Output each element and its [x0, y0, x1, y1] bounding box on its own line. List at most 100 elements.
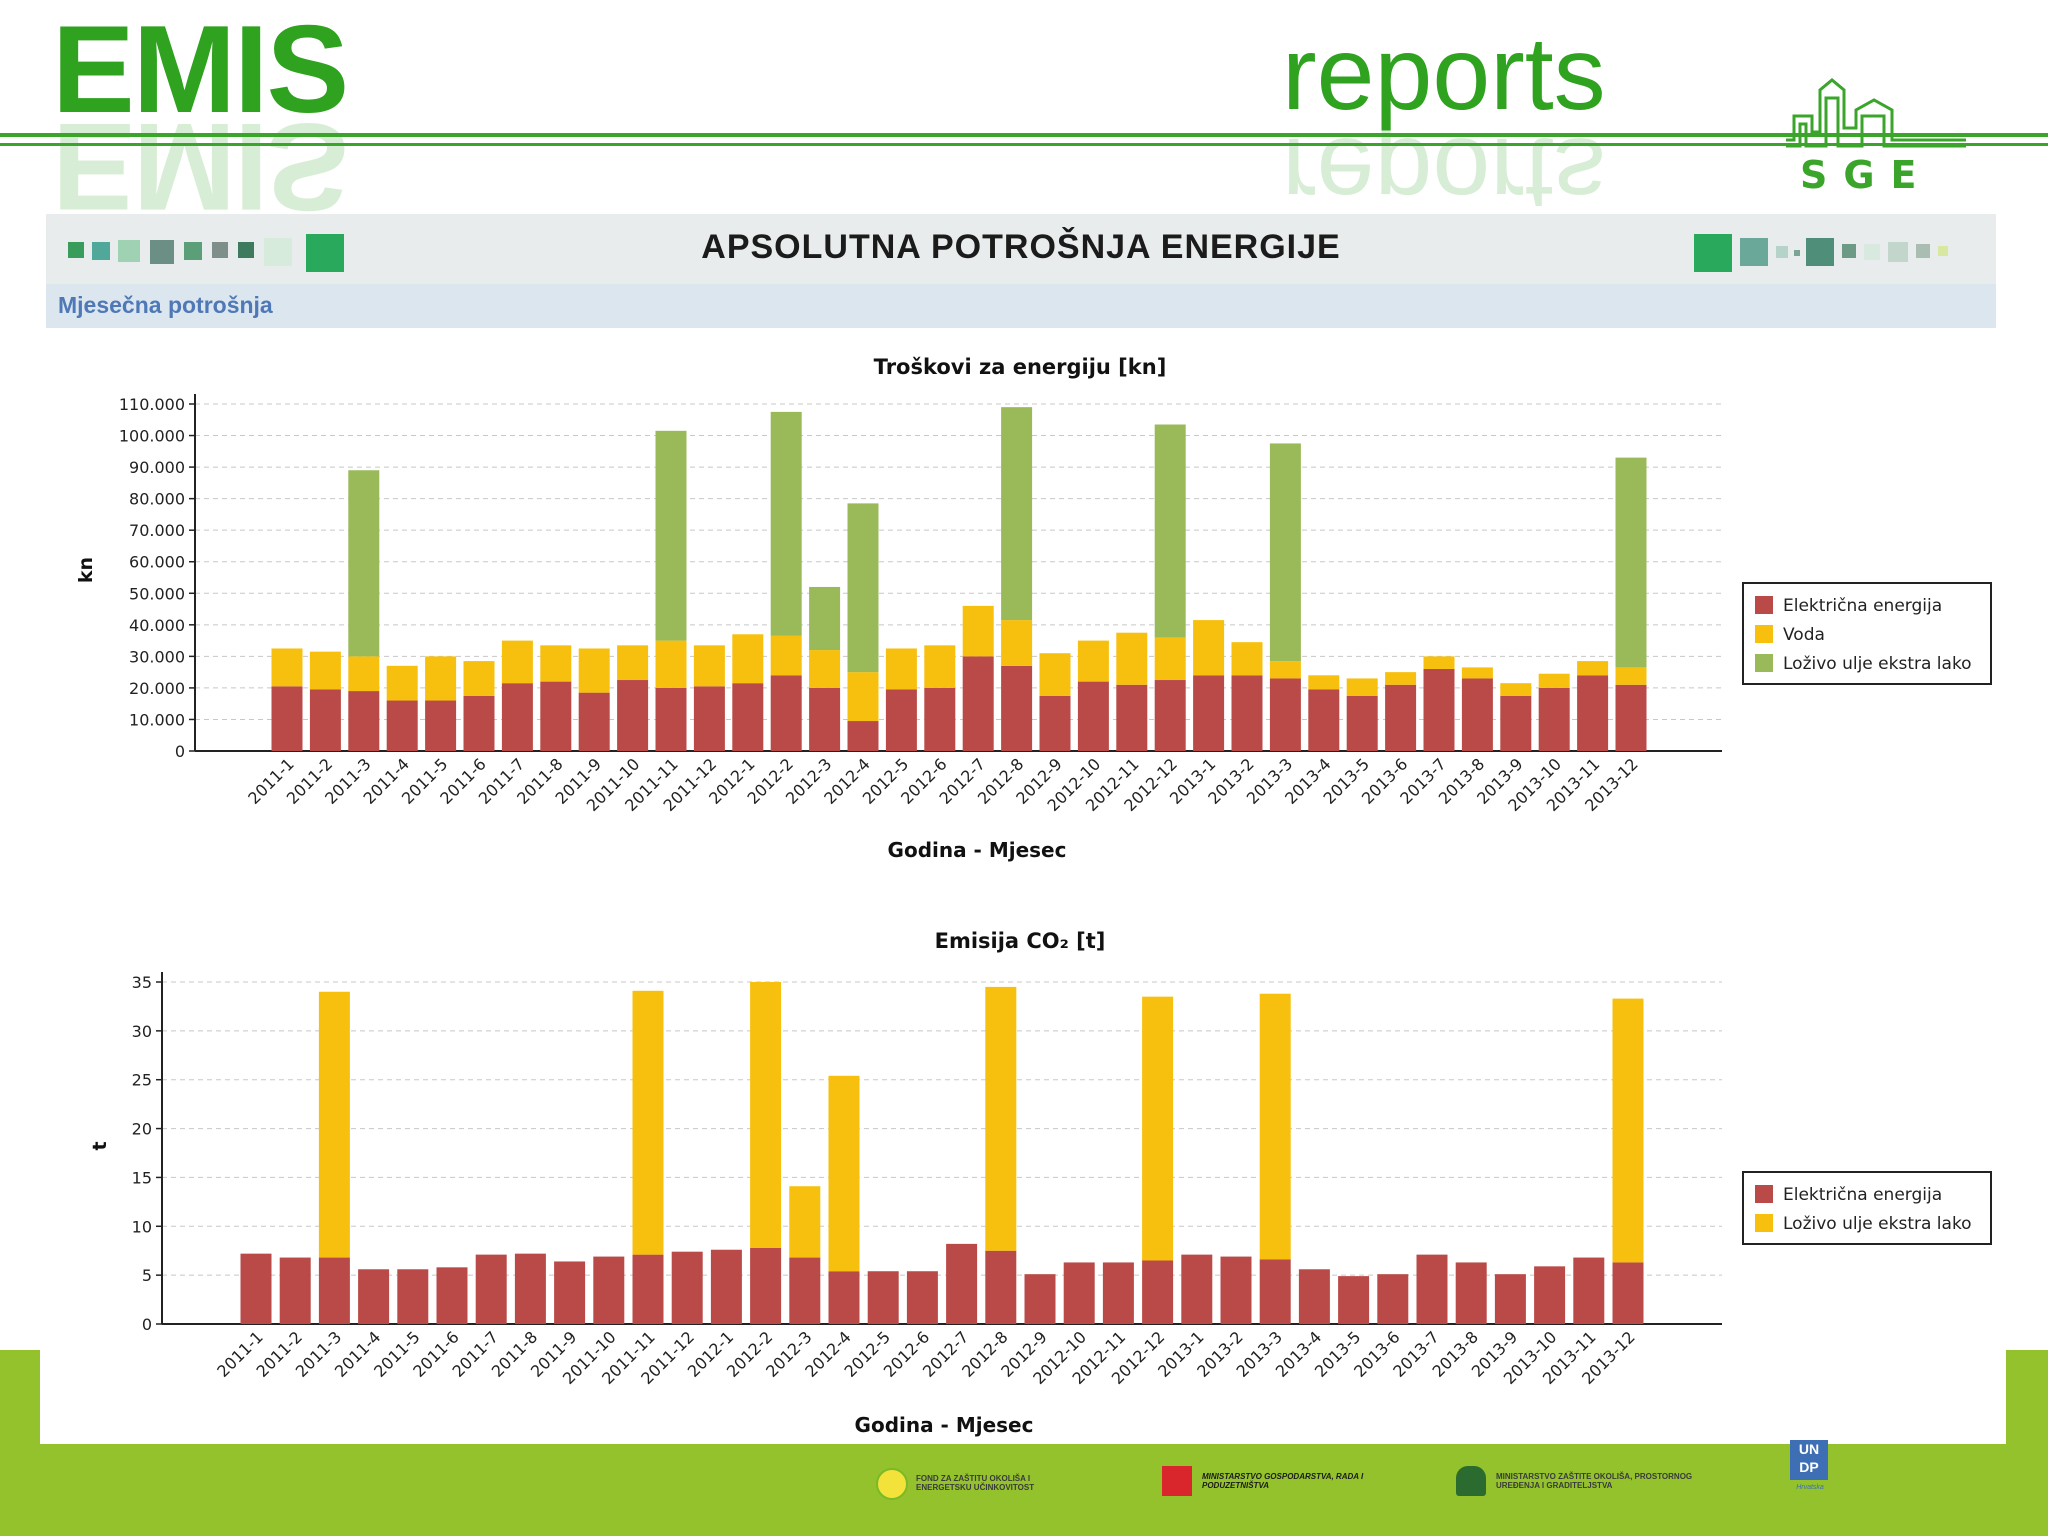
bar-segment: [593, 1256, 625, 1324]
bar-segment: [1154, 680, 1186, 751]
bar-segment: [1001, 620, 1033, 666]
sun-icon: [876, 1468, 908, 1500]
bar-segment: [847, 503, 879, 673]
bar-segment: [1494, 1274, 1526, 1324]
bar-segment: [693, 645, 725, 687]
bar-segment: [1377, 1274, 1409, 1324]
bar-segment: [463, 695, 495, 751]
bar-segment: [1039, 695, 1071, 751]
bar-segment: [1538, 687, 1570, 751]
cost-chart-ylabel: kn: [75, 557, 97, 583]
legend-label: Loživo ulje ekstra lako: [1783, 654, 1972, 674]
bar-segment: [1615, 667, 1647, 685]
co2-chart-bars: [240, 982, 1644, 1324]
bar-segment: [501, 683, 533, 751]
bar-segment: [732, 634, 764, 684]
bar-segment: [1193, 675, 1225, 751]
bar-segment: [962, 656, 994, 751]
bar-segment: [1063, 1262, 1095, 1324]
legend-label: Električna energija: [1783, 1185, 1942, 1205]
bar-segment: [318, 1257, 350, 1324]
bar-segment: [1116, 632, 1148, 685]
footer-logo-undp: UN DP Hrvatska: [1788, 1440, 1832, 1504]
bar-segment: [924, 687, 956, 751]
bar-segment: [1259, 1259, 1291, 1324]
bar-segment: [906, 1271, 938, 1324]
y-tick-label: 70.000: [129, 521, 185, 540]
bar-segment: [1612, 1262, 1644, 1324]
y-tick-label: 100.000: [119, 427, 185, 446]
bar-segment: [1423, 668, 1455, 751]
bar-segment: [732, 683, 764, 751]
bar-segment: [1024, 1274, 1056, 1324]
y-tick-label: 10: [132, 1217, 152, 1236]
y-tick-label: 20.000: [129, 679, 185, 698]
bar-segment: [1269, 678, 1301, 751]
y-tick-label: 5: [142, 1266, 152, 1285]
reports-title: reports: [1282, 16, 1606, 132]
bar-segment: [514, 1253, 546, 1324]
bar-segment: [1269, 661, 1301, 679]
cost-chart-title: Troškovi za energiju [kn]: [874, 355, 1167, 379]
bar-segment: [1455, 1262, 1487, 1324]
bar-segment: [617, 680, 649, 751]
bar-segment: [1573, 1257, 1605, 1324]
footer-logo-ministry-economy: MINISTARSTVO GOSPODARSTVA, RADA I PODUZE…: [1162, 1464, 1372, 1498]
bar-segment: [924, 645, 956, 688]
bar-segment: [770, 635, 802, 676]
bar-segment: [985, 986, 1017, 1251]
y-tick-label: 30.000: [129, 647, 185, 666]
legend-swatch: [1755, 625, 1773, 643]
bar-segment: [1259, 993, 1291, 1260]
co2-chart-x-ticks: 2011-12011-22011-32011-42011-52011-62011…: [213, 1327, 1639, 1388]
bar-segment: [1231, 642, 1263, 676]
bar-segment: [632, 1254, 664, 1324]
bar-segment: [867, 1271, 899, 1324]
title-band: [46, 214, 1996, 284]
bar-segment: [425, 656, 457, 701]
bar-segment: [1500, 683, 1532, 696]
bar-segment: [1423, 656, 1455, 669]
bar-segment: [655, 430, 687, 641]
bar-segment: [1142, 1260, 1174, 1324]
bar-segment: [386, 665, 418, 701]
bar-segment: [1039, 653, 1071, 696]
bar-segment: [789, 1186, 821, 1258]
bar-segment: [1338, 1276, 1370, 1324]
bar-segment: [1298, 1269, 1330, 1324]
bar-segment: [710, 1249, 742, 1324]
bar-segment: [809, 650, 841, 688]
bar-segment: [425, 700, 457, 751]
bar-segment: [1220, 1256, 1252, 1324]
bar-segment: [1461, 667, 1493, 679]
emis-title: EMIS: [52, 1, 349, 139]
bar-segment: [1385, 684, 1417, 751]
bar-segment: [809, 586, 841, 651]
y-tick-label: 40.000: [129, 616, 185, 635]
footer-white-panel: [40, 1350, 2006, 1444]
legend-swatch: [1755, 1185, 1773, 1203]
bar-segment: [348, 656, 380, 692]
bar-segment: [1577, 675, 1609, 751]
bar-segment: [1142, 996, 1174, 1261]
legend-swatch: [1755, 1214, 1773, 1232]
bar-segment: [655, 687, 687, 751]
bar-segment: [309, 689, 341, 751]
bar-segment: [1308, 689, 1340, 751]
bar-segment: [1154, 637, 1186, 681]
bar-segment: [1116, 684, 1148, 751]
y-tick-label: 90.000: [129, 458, 185, 477]
bar-segment: [318, 991, 350, 1258]
bar-segment: [828, 1075, 860, 1272]
bar-segment: [1346, 678, 1378, 696]
bar-segment: [240, 1253, 272, 1324]
co2-chart-grid: [162, 981, 1722, 1276]
bar-segment: [617, 645, 649, 681]
footer-logo-fond: FOND ZA ZAŠTITU OKOLIŠA I ENERGETSKU UČI…: [876, 1466, 1086, 1500]
legend-swatch: [1755, 654, 1773, 672]
footer-logo-ministry-environment-text: MINISTARSTVO ZAŠTITE OKOLIŠA, PROSTORNOG…: [1496, 1472, 1693, 1491]
bar-segment: [770, 675, 802, 751]
legend-box: [1742, 582, 1992, 685]
bar-segment: [828, 1271, 860, 1324]
